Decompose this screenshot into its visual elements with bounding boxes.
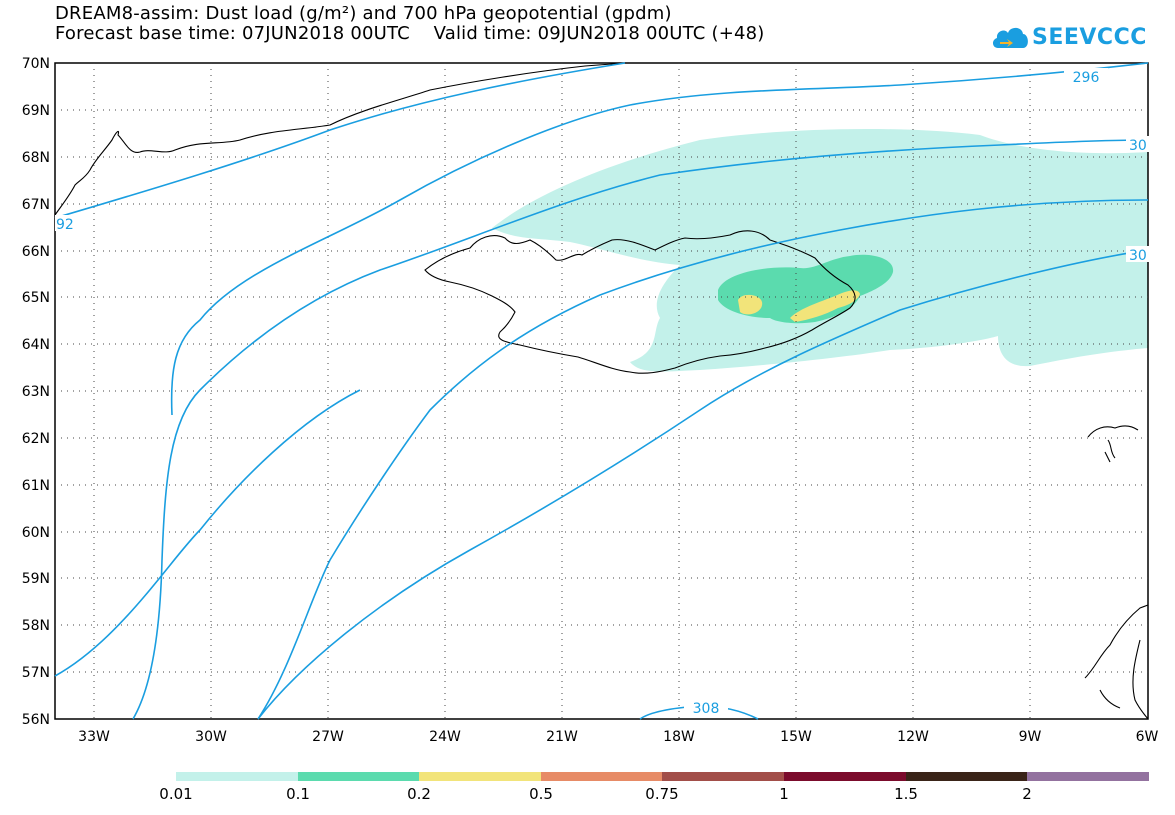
lon-label: 24W [429, 729, 461, 745]
colorbar-swatch [784, 772, 906, 781]
dust-band-0.2b [790, 290, 860, 322]
lat-label: 63N [22, 384, 50, 400]
contour-label-300: 30 [1129, 138, 1147, 154]
colorbar-swatch [419, 772, 541, 781]
lat-label: 64N [22, 337, 50, 353]
colorbar-label: 0.75 [645, 785, 679, 803]
colorbar-label: 1.5 [894, 785, 918, 803]
contour-304 [257, 199, 1149, 720]
colorbar-swatch [1027, 772, 1149, 781]
lat-label: 67N [22, 197, 50, 213]
contour-label-308: 308 [693, 701, 720, 717]
colorbar-label: 0.1 [286, 785, 310, 803]
contour-300 [132, 139, 1149, 720]
coastlines [54, 62, 1149, 720]
logo-text: SEEVCCC [1032, 25, 1147, 50]
contour-label-296: 296 [1073, 70, 1100, 86]
chart-title: DREAM8-assim: Dust load (g/m²) and 700 h… [55, 3, 672, 24]
colorbar-swatch [541, 772, 662, 781]
lat-label: 59N [22, 571, 50, 587]
contour-292 [54, 62, 626, 219]
dust-band-0.01 [492, 128, 1148, 372]
geopotential-contours [54, 62, 1149, 720]
colorbar-swatch [176, 772, 298, 781]
longitude-labels: 33W 30W 27W 24W 21W 18W 15W 12W 9W 6W [78, 729, 1158, 745]
lat-label: 69N [22, 103, 50, 119]
dust-shading [492, 128, 1148, 372]
lon-label: 15W [780, 729, 812, 745]
greenland-coast [54, 62, 626, 216]
lon-label: 21W [546, 729, 578, 745]
lat-label: 62N [22, 431, 50, 447]
cloud-icon [992, 27, 1028, 48]
lon-label: 18W [663, 729, 695, 745]
lon-label: 6W [1136, 729, 1159, 745]
latitude-labels: 70N 69N 68N 67N 66N 65N 64N 63N 62N 61N … [22, 56, 50, 728]
colorbar-label: 0.5 [529, 785, 553, 803]
lat-label: 56N [22, 712, 50, 728]
lat-label: 68N [22, 150, 50, 166]
contour-label-292: 92 [56, 217, 74, 233]
contour-labels: 296 30 30 92 308 [55, 68, 1152, 717]
iceland-coast [424, 230, 856, 374]
lat-label: 60N [22, 525, 50, 541]
lat-label: 66N [22, 244, 50, 260]
contour-304b [54, 389, 361, 677]
lon-label: 12W [897, 729, 929, 745]
lon-label: 33W [78, 729, 110, 745]
contour-306 [257, 249, 1149, 720]
lat-label: 70N [22, 56, 50, 72]
scotland-coast [1084, 604, 1149, 720]
colorbar-swatch [298, 772, 419, 781]
colorbar-label: 0.2 [407, 785, 431, 803]
faroe-coast [1087, 425, 1139, 463]
colorbar-label: 2 [1022, 785, 1032, 803]
colorbar-swatch [662, 772, 784, 781]
lon-label: 27W [312, 729, 344, 745]
seevccc-logo: SEEVCCC [990, 20, 1146, 56]
lat-label: 65N [22, 290, 50, 306]
lat-label: 61N [22, 478, 50, 494]
lat-label: 58N [22, 618, 50, 634]
colorbar-swatch [906, 772, 1027, 781]
chart-subtitle: Forecast base time: 07JUN2018 00UTC Vali… [55, 23, 765, 44]
dust-band-0.2a [738, 294, 763, 315]
colorbar-label: 1 [779, 785, 789, 803]
lat-label: 57N [22, 665, 50, 681]
contour-296 [170, 62, 1149, 416]
colorbar-label: 0.01 [159, 785, 193, 803]
lon-label: 9W [1019, 729, 1042, 745]
lon-label: 30W [195, 729, 227, 745]
contour-label-304: 30 [1129, 248, 1147, 264]
graticule [55, 63, 1148, 719]
colorbar [176, 772, 1149, 781]
